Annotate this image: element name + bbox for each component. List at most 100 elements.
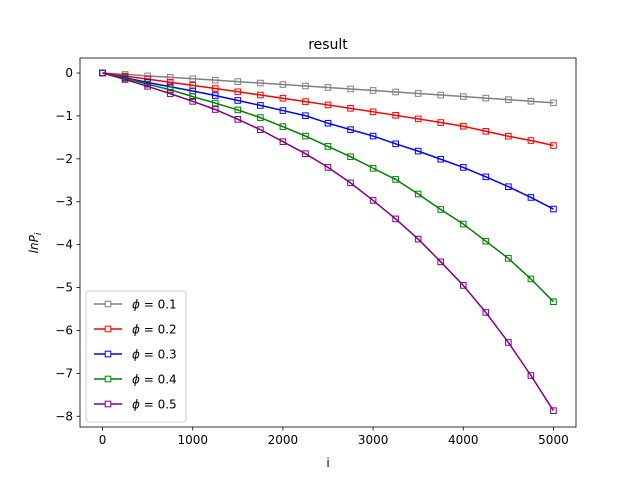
data-point-marker [257,79,264,87]
legend-marker [104,375,112,383]
legend-label-symbol: ϕ [132,323,140,337]
data-point-marker [527,372,535,379]
data-point-marker [234,88,242,96]
series-line [102,72,554,210]
data-point-marker [189,93,197,100]
data-point-marker [324,164,332,171]
legend-label-value: = 0.3 [140,348,177,362]
x-tick-label: 2000 [268,433,299,447]
data-point-marker [189,98,197,105]
data-point-marker [347,85,354,93]
data-point-marker [550,407,557,414]
data-point-marker [392,88,399,96]
data-point-marker [505,96,512,103]
legend-label: ϕ = 0.2 [132,323,177,337]
data-point-marker [369,87,377,94]
chart-title: result [308,37,348,53]
data-point-marker [482,173,490,181]
legend-marker [104,300,112,308]
data-point-marker [527,194,535,201]
legend-marker [104,400,112,408]
data-point-marker [369,164,377,172]
data-point-marker [257,126,264,133]
series-line [102,72,554,147]
y-tick-label: −6 [55,323,73,337]
legend-label: ϕ = 0.5 [132,398,177,412]
x-tick-label: 0 [99,433,107,447]
data-point-marker [99,69,106,77]
data-point-marker [392,112,399,119]
data-point-marker [279,94,287,102]
data-point-marker [347,105,354,112]
data-point-marker [257,114,264,121]
legend: ϕ = 0.1ϕ = 0.2ϕ = 0.3ϕ = 0.4ϕ = 0.5 [85,290,187,423]
legend-label-value: = 0.5 [140,398,177,412]
data-point-marker [347,126,354,133]
y-tick-label: −3 [55,195,73,209]
x-axis-label: i [326,456,329,470]
data-point-marker [166,86,174,94]
series-line [102,72,554,104]
legend-marker [104,325,112,333]
data-point-marker [505,339,512,346]
data-point-marker [505,255,512,262]
data-point-marker [437,91,445,99]
x-tick-label: 3000 [358,433,389,447]
data-point-marker [392,215,399,223]
data-point-marker [414,90,422,97]
data-point-marker [166,73,174,81]
data-point-marker [392,140,399,148]
data-point-marker [324,119,332,127]
data-point-marker [482,309,490,316]
data-point-marker [437,206,445,213]
data-point-marker [302,98,309,105]
legend-item: ϕ = 0.3 [94,348,177,362]
data-point-marker [414,147,422,155]
y-tick-label: −8 [55,409,73,423]
data-point-marker [347,179,354,187]
data-point-marker [459,122,467,130]
legend-item: ϕ = 0.4 [94,373,177,387]
data-point-marker [550,205,557,213]
series-5 [99,69,557,414]
data-point-marker [550,142,557,149]
data-point-marker [459,164,467,171]
data-point-marker [121,76,129,83]
data-point-marker [279,138,287,145]
plot-area: 0 1000 2000 3000 4000 5000 0 −1 −2 −3 −4 −5 −6 −7 −8 [55,57,577,447]
series-2 [99,69,557,149]
data-point-marker [505,132,512,140]
x-tick-label: 4000 [448,433,479,447]
series-line [102,72,554,303]
y-tick-label: −2 [55,152,73,166]
legend-label-value: = 0.2 [140,323,177,337]
data-point-marker [527,275,535,283]
legend-label-value: = 0.1 [140,298,177,312]
data-point-marker [211,99,219,107]
x-tick-label: 1000 [177,433,208,447]
data-point-marker [550,298,557,306]
legend-label-value: = 0.4 [140,373,177,387]
legend-marker [104,350,112,358]
data-point-marker [414,235,422,243]
series-line [102,72,555,412]
legend-label: ϕ = 0.4 [132,373,177,387]
data-point-marker [324,101,332,109]
data-point-marker [437,119,445,126]
y-axis-label-subscript: i [34,232,44,235]
legend-label-symbol: ϕ [132,348,140,362]
data-point-marker [369,132,377,140]
data-point-marker [459,220,467,228]
data-point-marker [324,84,332,91]
data-point-marker [211,92,219,99]
y-axis-label: lnPi [27,232,44,253]
data-point-marker [166,78,174,86]
data-point-marker [257,91,264,99]
y-tick-label: −4 [55,238,73,252]
y-tick-label: −7 [55,366,73,380]
data-point-marker [459,282,467,289]
data-point-marker [302,132,309,140]
data-point-marker [211,106,219,113]
